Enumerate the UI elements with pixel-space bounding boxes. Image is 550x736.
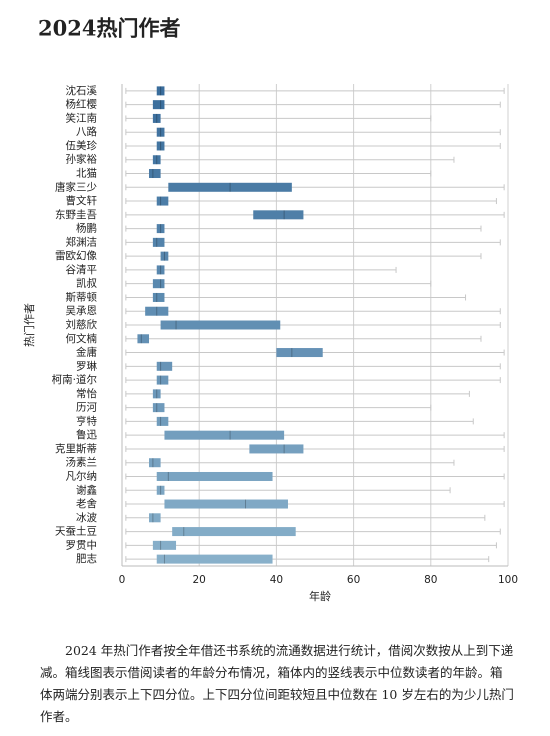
y-tick-label: 何文楠 bbox=[66, 332, 98, 345]
x-tick-label: 100 bbox=[498, 574, 518, 586]
box bbox=[156, 485, 165, 495]
y-tick-label: 谷清平 bbox=[66, 263, 98, 276]
box bbox=[156, 471, 273, 481]
y-tick-label: 冰波 bbox=[76, 511, 97, 524]
box bbox=[160, 320, 281, 330]
box bbox=[168, 182, 292, 192]
x-tick-label: 20 bbox=[193, 574, 206, 586]
y-tick-label: 罗贯中 bbox=[66, 538, 98, 551]
box bbox=[156, 86, 165, 96]
box bbox=[149, 513, 161, 523]
box bbox=[164, 499, 288, 509]
y-tick-label: 北猫 bbox=[76, 167, 97, 180]
y-tick-label: 常怡 bbox=[76, 387, 97, 400]
y-tick-label: 柯南·道尔 bbox=[52, 373, 97, 386]
y-tick-label: 杨红樱 bbox=[66, 98, 98, 111]
x-tick-label: 40 bbox=[270, 574, 283, 586]
y-tick-label: 八路 bbox=[76, 125, 97, 138]
x-tick-label: 80 bbox=[424, 574, 437, 586]
box bbox=[152, 292, 165, 302]
box bbox=[156, 375, 169, 385]
y-tick-label: 老舍 bbox=[76, 497, 97, 510]
x-axis-label: 年龄 bbox=[309, 589, 331, 603]
y-tick-label: 亨特 bbox=[76, 414, 97, 427]
y-tick-label: 杨鹏 bbox=[76, 222, 97, 235]
box bbox=[160, 251, 169, 261]
y-tick-label: 历河 bbox=[76, 402, 97, 414]
box bbox=[156, 361, 173, 371]
y-tick-label: 笑江南 bbox=[66, 111, 98, 124]
x-tick-label: 0 bbox=[119, 574, 126, 586]
y-tick-label: 东野圭吾 bbox=[55, 208, 97, 221]
chart: 2024热门作者 年龄 热门作者 0 20 40 60 80 100 沈石溪杨红樱笑江南八路… bbox=[22, 16, 518, 604]
y-tick-label: 汤素兰 bbox=[66, 456, 98, 469]
box bbox=[156, 141, 165, 151]
box bbox=[137, 334, 150, 344]
y-tick-label: 罗琳 bbox=[76, 360, 97, 372]
box bbox=[156, 196, 169, 206]
box bbox=[152, 237, 165, 247]
box bbox=[156, 416, 169, 426]
box bbox=[156, 265, 165, 275]
x-tick-label: 60 bbox=[347, 574, 360, 586]
box bbox=[152, 279, 165, 289]
y-tick-label: 雷欧幻像 bbox=[55, 249, 97, 262]
chart-title: 2024热门作者 bbox=[38, 16, 180, 41]
box bbox=[149, 458, 161, 468]
y-tick-label: 金庸 bbox=[76, 346, 97, 359]
y-tick-label: 沈石溪 bbox=[66, 84, 98, 97]
y-tick-label: 伍美珍 bbox=[66, 139, 98, 152]
y-tick-label: 刘慈欣 bbox=[66, 318, 98, 331]
box bbox=[249, 444, 304, 454]
y-tick-label: 曹文轩 bbox=[66, 194, 98, 207]
y-tick-label: 郑渊洁 bbox=[66, 235, 98, 248]
box bbox=[152, 540, 177, 550]
box bbox=[172, 527, 296, 537]
box bbox=[152, 403, 165, 413]
y-tick-label: 孙家裕 bbox=[66, 153, 98, 166]
box bbox=[253, 210, 304, 220]
caption: 2024 年热门作者按全年借还书系统的流通数据进行统计，借阅次数按从上到下递减。… bbox=[40, 643, 514, 724]
box bbox=[276, 348, 323, 358]
y-tick-label: 天蚕土豆 bbox=[55, 525, 97, 538]
box bbox=[156, 224, 165, 234]
y-tick-label: 鲁迅 bbox=[76, 428, 97, 441]
box bbox=[152, 100, 165, 110]
box bbox=[149, 169, 161, 179]
box bbox=[145, 306, 169, 316]
y-tick-label: 唐家三少 bbox=[55, 180, 97, 193]
y-tick-label: 斯蒂顿 bbox=[66, 290, 98, 303]
box bbox=[152, 113, 161, 123]
y-tick-label: 凯叔 bbox=[76, 277, 97, 290]
y-axis-label: 热门作者 bbox=[22, 303, 36, 347]
box bbox=[164, 430, 285, 440]
box bbox=[152, 155, 161, 165]
y-tick-label: 克里斯蒂 bbox=[55, 442, 97, 455]
box bbox=[156, 554, 273, 564]
y-tick-label: 吴承恩 bbox=[66, 305, 98, 317]
y-tick-label: 谢鑫 bbox=[76, 483, 97, 496]
y-tick-label: 肥志 bbox=[76, 552, 97, 565]
box bbox=[152, 389, 161, 399]
y-tick-label: 凡尔纳 bbox=[66, 469, 98, 482]
box bbox=[156, 127, 165, 137]
